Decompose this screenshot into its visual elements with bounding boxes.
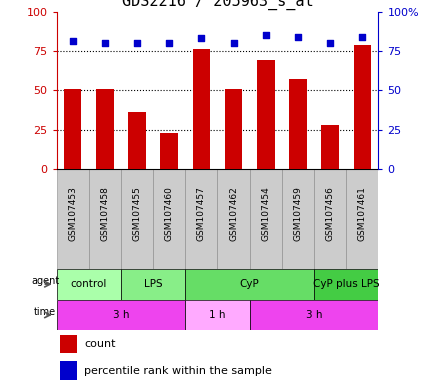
Bar bbox=[345, 169, 378, 269]
Bar bbox=[313, 169, 345, 269]
Bar bbox=[59, 334, 77, 353]
Text: count: count bbox=[84, 339, 115, 349]
Text: GSM107461: GSM107461 bbox=[357, 187, 366, 241]
Bar bbox=[121, 269, 185, 300]
Bar bbox=[96, 89, 113, 169]
Point bbox=[262, 32, 269, 38]
Point bbox=[165, 40, 172, 46]
Text: CyP plus LPS: CyP plus LPS bbox=[312, 279, 379, 289]
Text: GSM107460: GSM107460 bbox=[164, 187, 173, 241]
Bar bbox=[313, 269, 378, 300]
Text: agent: agent bbox=[31, 276, 59, 286]
Bar bbox=[56, 300, 185, 330]
Bar bbox=[89, 169, 121, 269]
Text: GSM107455: GSM107455 bbox=[132, 187, 141, 241]
Bar bbox=[192, 49, 210, 169]
Point bbox=[197, 35, 204, 41]
Text: GSM107454: GSM107454 bbox=[261, 187, 270, 241]
Point bbox=[326, 40, 333, 46]
Text: 3 h: 3 h bbox=[112, 310, 129, 320]
Bar bbox=[224, 89, 242, 169]
Point bbox=[230, 40, 237, 46]
Text: GSM107458: GSM107458 bbox=[100, 187, 109, 241]
Text: GSM107459: GSM107459 bbox=[293, 187, 302, 241]
Bar bbox=[185, 300, 249, 330]
Text: GSM107456: GSM107456 bbox=[325, 187, 334, 241]
Text: control: control bbox=[70, 279, 107, 289]
Text: CyP: CyP bbox=[239, 279, 259, 289]
Point bbox=[101, 40, 108, 46]
Bar bbox=[153, 169, 185, 269]
Bar bbox=[121, 169, 153, 269]
Bar bbox=[256, 60, 274, 169]
Bar bbox=[56, 169, 89, 269]
Bar bbox=[160, 133, 178, 169]
Text: GSM107462: GSM107462 bbox=[229, 187, 237, 241]
Bar bbox=[56, 269, 121, 300]
Text: percentile rank within the sample: percentile rank within the sample bbox=[84, 366, 271, 376]
Text: GSM107457: GSM107457 bbox=[197, 187, 205, 241]
Bar bbox=[64, 89, 81, 169]
Bar bbox=[289, 79, 306, 169]
Bar bbox=[217, 169, 249, 269]
Title: GDS2216 / 205963_s_at: GDS2216 / 205963_s_at bbox=[122, 0, 312, 10]
Point bbox=[69, 38, 76, 45]
Text: 3 h: 3 h bbox=[305, 310, 322, 320]
Text: LPS: LPS bbox=[144, 279, 162, 289]
Text: 1 h: 1 h bbox=[209, 310, 225, 320]
Bar bbox=[321, 125, 338, 169]
Text: GSM107453: GSM107453 bbox=[68, 187, 77, 241]
Bar bbox=[249, 300, 378, 330]
Point bbox=[358, 34, 365, 40]
Text: time: time bbox=[34, 307, 56, 317]
Bar bbox=[128, 112, 145, 169]
Bar bbox=[249, 169, 281, 269]
Bar bbox=[185, 169, 217, 269]
Bar bbox=[353, 45, 370, 169]
Bar bbox=[59, 361, 77, 380]
Point bbox=[294, 34, 301, 40]
Point bbox=[133, 40, 140, 46]
Bar bbox=[185, 269, 313, 300]
Bar bbox=[281, 169, 313, 269]
